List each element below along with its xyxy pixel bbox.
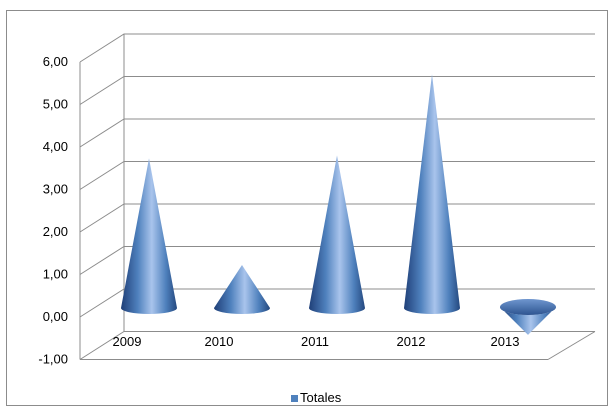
legend-swatch <box>291 395 298 402</box>
cone-2010 <box>214 264 270 314</box>
cone-body <box>404 74 460 314</box>
y-axis-tick-labels: 6,00 5,00 4,00 3,00 2,00 1,00 0,00 -1,00 <box>38 54 68 367</box>
y-tick-label: 2,00 <box>43 224 68 239</box>
cone-2011 <box>309 155 365 314</box>
gridline <box>79 76 595 105</box>
cones <box>121 74 556 335</box>
cone-body <box>500 307 556 335</box>
gridline <box>79 118 595 148</box>
cone-2013 <box>500 299 556 335</box>
y-tick-label: 1,00 <box>43 267 68 282</box>
x-category-label: 2011 <box>301 334 329 349</box>
legend: Totales <box>291 390 342 405</box>
y-tick-label: 3,00 <box>43 182 68 197</box>
cone-body <box>121 158 177 314</box>
cone-body <box>214 264 270 314</box>
legend-label: Totales <box>300 390 342 405</box>
x-category-label: 2012 <box>397 334 426 349</box>
y-tick-label: 6,00 <box>43 54 68 69</box>
x-category-label: 2010 <box>205 334 234 349</box>
y-tick-label: -1,00 <box>38 352 68 367</box>
cone-2009 <box>121 158 177 314</box>
x-category-label: 2013 <box>491 334 520 349</box>
cone-2012 <box>404 74 460 314</box>
floor-right-edge <box>547 331 596 360</box>
cone-body <box>309 155 365 314</box>
y-tick-label: 4,00 <box>43 139 68 154</box>
x-axis-category-labels: 2009 2010 2011 2012 2013 <box>113 334 520 349</box>
x-category-label: 2009 <box>113 334 142 349</box>
cone-base-cap <box>500 299 556 315</box>
y-tick-label: 0,00 <box>43 309 68 324</box>
y-tick-label: 5,00 <box>43 97 68 112</box>
gridline <box>79 33 595 63</box>
